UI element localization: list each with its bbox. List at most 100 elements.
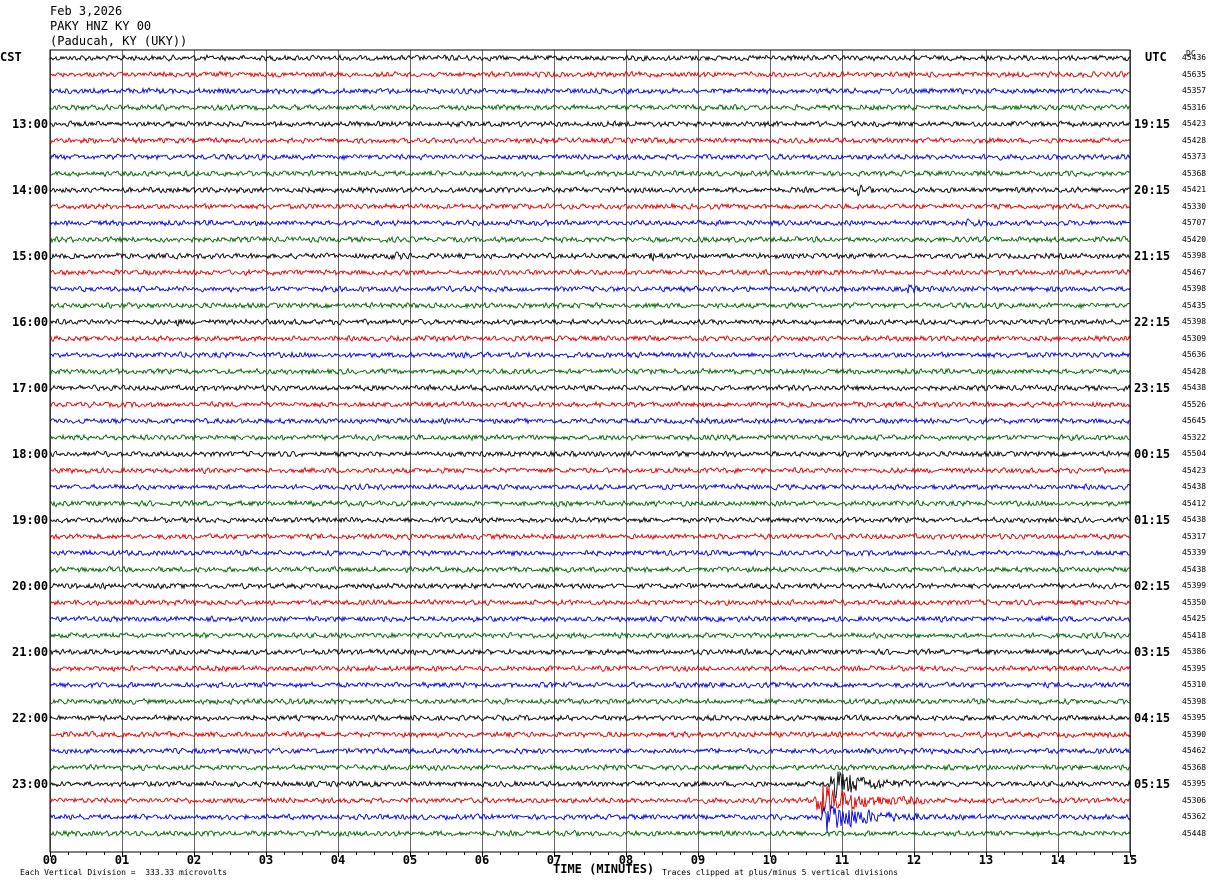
dc-offset-value: 45398 [1182,284,1207,293]
dc-offset-value: 45399 [1182,581,1207,590]
dc-offset-value: 45395 [1182,713,1207,722]
xtick-label: 09 [690,853,706,867]
utc-time-label: 00:15 [1134,447,1171,461]
dc-label: DC [1186,49,1196,58]
trace-25 [49,466,1131,475]
dc-offset-value: 45438 [1182,564,1207,574]
trace-19 [49,367,1131,376]
xtick-label: 05 [402,853,418,867]
trace-0 [49,54,1131,62]
trace-40 [49,713,1131,723]
dc-offset-value: 45373 [1182,152,1207,161]
dc-offset-value: 45330 [1182,201,1207,211]
trace-22 [49,416,1131,426]
xtick-label: 03 [258,853,274,867]
xtick-label: 08 [618,853,634,867]
trace-21 [49,400,1131,409]
utc-time-label: 19:15 [1134,117,1171,131]
xtick-label: 04 [330,853,346,867]
trace-6 [49,153,1131,162]
dc-offset-value: 45395 [1182,663,1207,673]
utc-time-label: 04:15 [1134,711,1171,725]
dc-offset-value: 45339 [1182,548,1207,557]
plot-frame [49,49,1131,853]
dc-offset-value: 45438 [1182,383,1207,392]
trace-9 [49,202,1131,211]
trace-17 [49,334,1131,343]
cst-time-label: 19:00 [12,513,49,527]
dc-offset-value: 45504 [1182,449,1207,458]
dc-offset-value: 45390 [1182,729,1207,739]
trace-13 [49,268,1131,277]
trace-35 [49,631,1131,640]
trace-20 [49,384,1131,393]
trace-24 [49,449,1130,459]
header-date: Feb 3,2026 [50,4,123,18]
xtick-label: 10 [762,853,778,867]
scale-note: Each Vertical Division = 333.33 microvol… [20,868,228,877]
trace-36 [49,647,1131,657]
utc-time-label: 21:15 [1134,249,1171,263]
xtick-label: 11 [834,853,850,867]
dc-offset-value: 45350 [1182,597,1207,607]
trace-10 [49,218,1130,228]
xtick-label: 01 [114,853,130,867]
dc-offset-value: 45707 [1182,218,1207,227]
xtick-label: 00 [42,853,58,867]
dc-offset-value: 45467 [1182,267,1207,277]
cst-time-label: 16:00 [12,315,49,329]
utc-axis-label: UTC [1145,50,1167,64]
dc-offset-value: 45438 [1182,515,1207,524]
trace-4 [49,119,1131,129]
cst-time-label: 15:00 [12,249,49,263]
dc-offset-value: 45448 [1182,828,1207,838]
utc-time-label: 01:15 [1134,513,1171,527]
xtick-label: 13 [978,853,994,867]
trace-42 [49,747,1131,756]
dc-offset-value: 45322 [1182,432,1207,442]
dc-offset-value: 45306 [1182,795,1207,805]
trace-1 [49,70,1131,79]
trace-11 [49,235,1131,244]
cst-time-label: 13:00 [12,117,49,131]
utc-time-label: 22:15 [1134,315,1171,329]
dc-offset-value: 45436 [1182,53,1207,62]
trace-29 [49,532,1131,541]
trace-33 [49,598,1131,607]
clip-note: Traces clipped at plus/minus 5 vertical … [662,868,899,877]
dc-offset-value: 45645 [1182,416,1207,425]
xtick-label: 15 [1122,853,1138,867]
trace-38 [49,681,1131,690]
header-location: (Paducah, KY (UKY)) [50,34,188,48]
dc-offset-value: 45418 [1182,630,1207,640]
dc-offset-value: 45435 [1182,300,1207,310]
trace-47 [49,829,1131,838]
dc-offset-value: 45357 [1182,86,1207,95]
trace-3 [49,103,1131,112]
cst-time-label: 17:00 [12,381,49,395]
header-station: PAKY HNZ KY 00 [50,19,152,33]
cst-time-label: 14:00 [12,183,49,197]
cst-time-label: 20:00 [12,579,49,593]
dc-offset-value: 45362 [1182,812,1207,821]
trace-45 [49,784,1131,817]
utc-time-label: 23:15 [1134,381,1171,395]
dc-offset-value: 45526 [1182,399,1207,409]
dc-offset-value: 45316 [1182,102,1207,112]
utc-time-label: 20:15 [1134,183,1171,197]
trace-28 [50,515,1131,525]
trace-7 [49,169,1131,178]
dc-offset-value: 45635 [1182,69,1207,79]
utc-time-label: 02:15 [1134,579,1171,593]
dc-offset-value: 45462 [1182,746,1207,755]
dc-offset-value: 45398 [1182,317,1207,326]
dc-offset-value: 45317 [1182,531,1207,541]
trace-31 [49,565,1131,574]
dc-offset-value: 45423 [1182,119,1207,128]
trace-34 [49,614,1131,624]
dc-offset-value: 45412 [1182,498,1207,508]
trace-41 [49,730,1131,739]
utc-time-label: 05:15 [1134,777,1171,791]
dc-offset-value: 45368 [1182,168,1207,178]
